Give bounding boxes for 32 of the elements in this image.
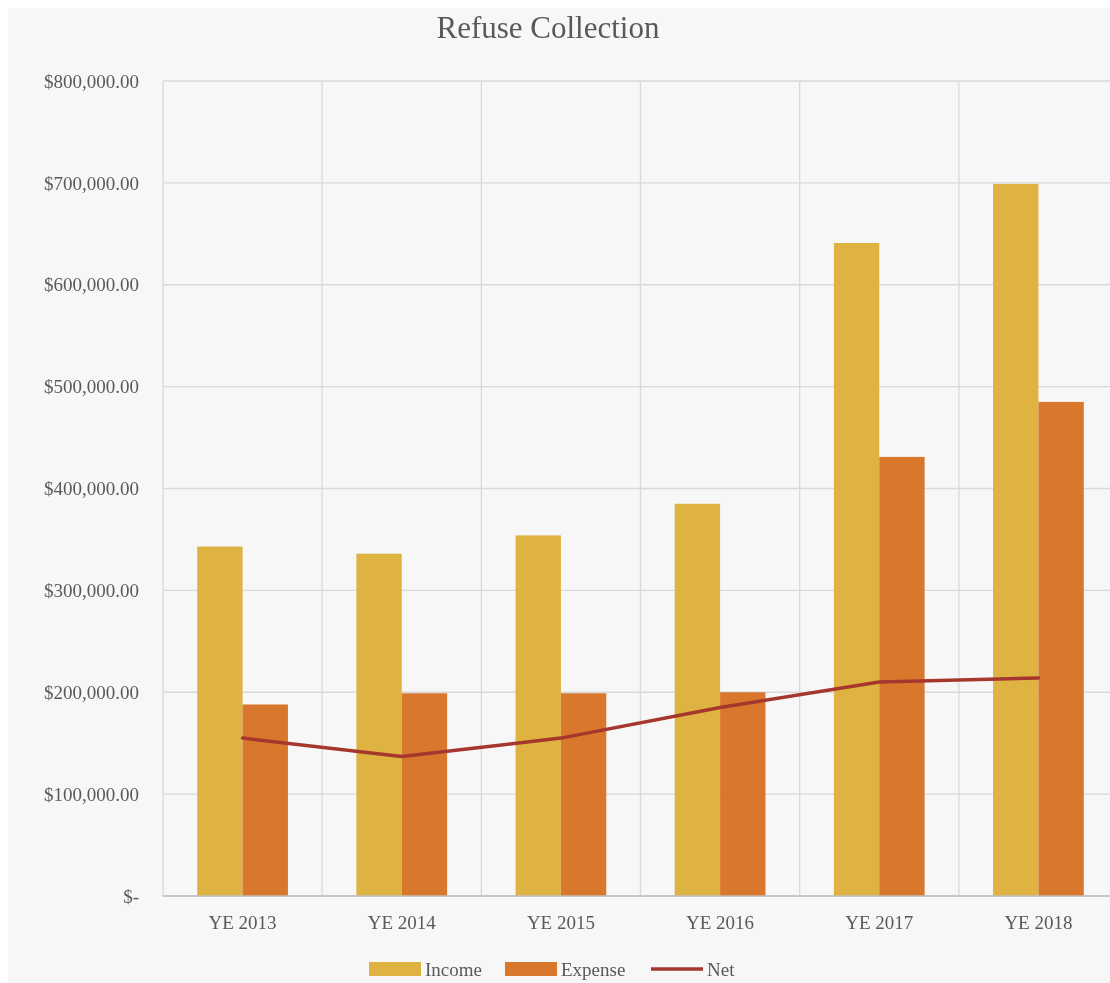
- y-tick-label: $200,000.00: [44, 681, 139, 703]
- y-tick-label: $400,000.00: [44, 478, 139, 500]
- legend-label: Expense: [561, 959, 626, 980]
- bar: [560, 693, 607, 896]
- legend-label: Income: [425, 959, 482, 980]
- bar: [674, 503, 721, 896]
- y-tick-label: $-: [123, 885, 139, 907]
- x-tick-label: YE 2015: [526, 912, 595, 933]
- bar: [833, 242, 880, 896]
- legend-label: Net: [707, 959, 736, 980]
- bar: [197, 546, 243, 896]
- x-tick-label: YE 2014: [367, 912, 437, 933]
- chart-title: Refuse Collection: [436, 10, 660, 45]
- x-tick-label: YE 2016: [686, 912, 755, 933]
- bar: [242, 704, 288, 896]
- y-tick-label: $500,000.00: [44, 376, 139, 398]
- x-tick-label: YE 2013: [208, 912, 277, 933]
- y-tick-label: $600,000.00: [44, 274, 139, 296]
- y-tick-label: $300,000.00: [44, 580, 139, 602]
- bar: [401, 693, 448, 896]
- y-tick-label: $100,000.00: [44, 783, 139, 805]
- bar: [1038, 401, 1084, 896]
- bar: [993, 183, 1039, 896]
- bar: [356, 553, 402, 896]
- x-tick-label: YE 2018: [1004, 912, 1073, 933]
- bar: [879, 456, 925, 896]
- x-tick-label: YE 2017: [845, 912, 914, 933]
- bar: [515, 535, 561, 896]
- line-series: [240, 676, 1041, 759]
- bar: [720, 692, 766, 896]
- y-tick-label: $700,000.00: [44, 172, 139, 194]
- y-tick-label: $800,000.00: [44, 70, 139, 92]
